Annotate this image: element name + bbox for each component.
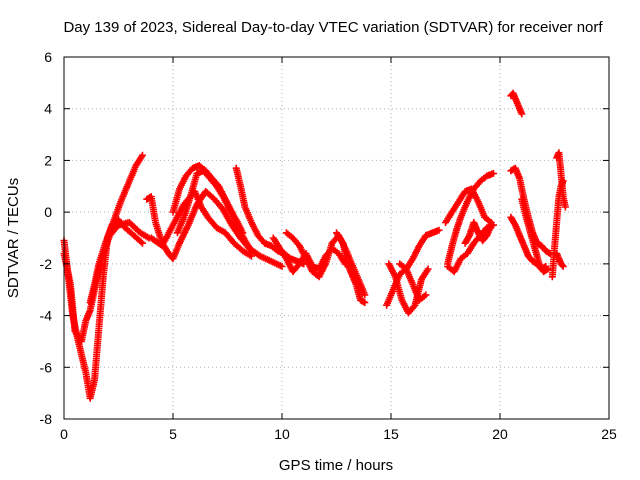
x-tick-label: 5 <box>169 426 177 442</box>
data-point-markers <box>461 219 495 247</box>
series-track-16 <box>442 185 495 226</box>
x-tick-label: 0 <box>60 426 68 442</box>
series-track-4 <box>143 188 286 270</box>
series-track-11 <box>333 229 369 307</box>
x-tick-label: 20 <box>492 426 508 442</box>
y-axis-ticks: -8 -6 -4 -2 0 2 4 6 <box>40 49 609 427</box>
series-track-3 <box>86 216 146 307</box>
data-point-markers <box>442 185 495 226</box>
data-point-markers <box>143 188 286 270</box>
y-tick-label: 2 <box>44 152 52 168</box>
chart-title: Day 139 of 2023, Sidereal Day-to-day VTE… <box>63 19 603 36</box>
data-point-markers <box>553 250 567 270</box>
x-axis-ticks: 0 5 10 15 20 25 <box>60 57 617 442</box>
plot-frame <box>63 56 610 420</box>
x-tick-label: 10 <box>274 426 290 442</box>
gridlines <box>64 57 609 419</box>
y-tick-label: -6 <box>40 359 53 375</box>
y-tick-label: -4 <box>40 308 53 324</box>
data-point-markers <box>396 226 443 273</box>
y-axis-label: SDTVAR / TECUs <box>5 178 22 298</box>
series-track-7 <box>173 167 247 237</box>
data-point-markers <box>173 167 247 237</box>
x-axis-label: GPS time / hours <box>279 457 393 474</box>
data-point-markers <box>385 260 432 317</box>
series-track-18 <box>461 219 495 247</box>
data-point-markers <box>86 216 146 307</box>
series-track-22 <box>518 195 552 276</box>
data-point-markers <box>518 195 552 276</box>
series-track-13 <box>385 260 432 317</box>
y-tick-label: 4 <box>44 101 52 117</box>
series-track-1 <box>60 151 146 402</box>
series-track-14 <box>396 226 443 273</box>
data-point-markers <box>507 89 526 118</box>
y-tick-label: -8 <box>40 411 53 427</box>
y-tick-label: -2 <box>40 256 53 272</box>
x-tick-label: 15 <box>383 426 399 442</box>
x-tick-label: 25 <box>601 426 617 442</box>
data-points <box>60 89 569 402</box>
series-track-19 <box>507 89 526 118</box>
y-tick-label: 6 <box>44 49 52 65</box>
y-tick-label: 0 <box>44 204 52 220</box>
data-point-markers <box>60 151 146 402</box>
data-point-markers <box>333 229 369 307</box>
series-track-25 <box>553 250 567 270</box>
